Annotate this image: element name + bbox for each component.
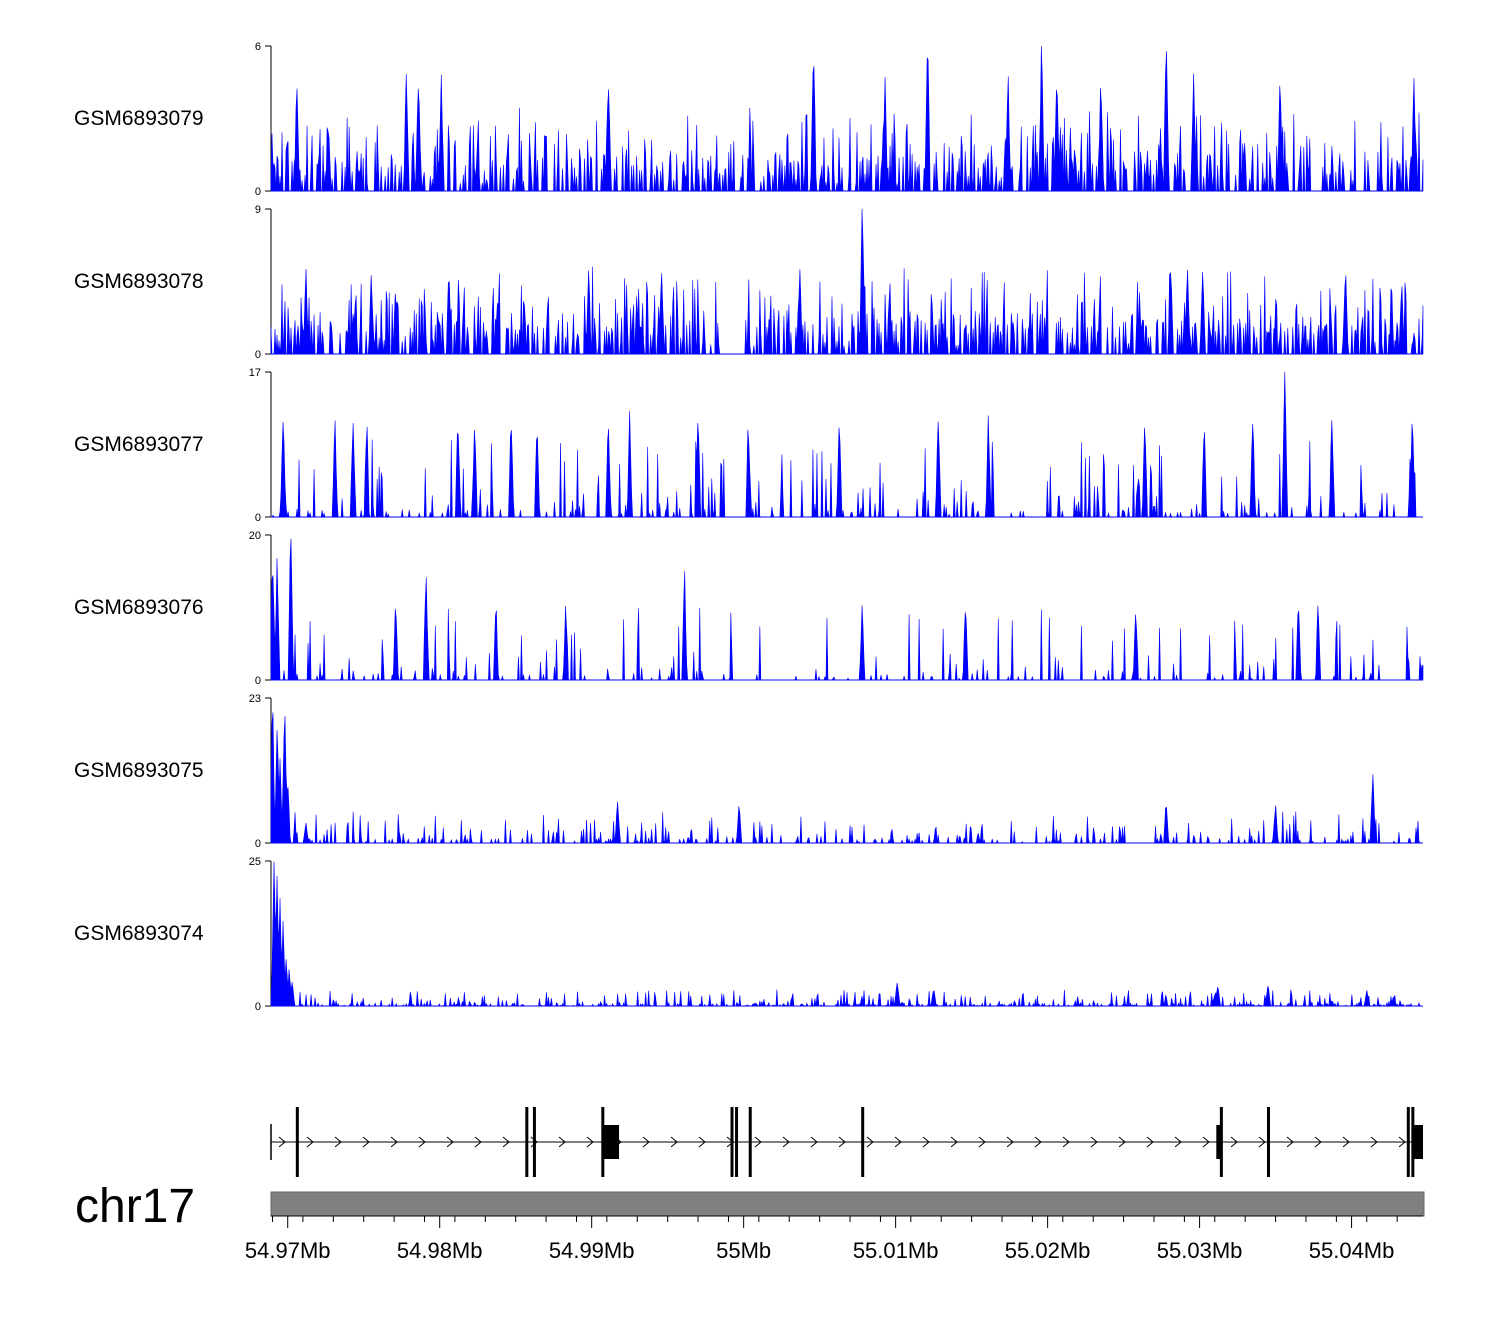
x-tick-label: 54.99Mb: [549, 1238, 635, 1263]
strand-arrow: [1286, 1136, 1294, 1148]
strand-arrow: [670, 1136, 678, 1148]
track-GSM6893077: GSM6893077 17 0: [74, 367, 1423, 524]
strand-arrow: [1090, 1136, 1098, 1148]
exon-coding: [1216, 1125, 1221, 1159]
y-axis-min-label: 0: [255, 675, 261, 687]
x-tick-label: 54.98Mb: [397, 1238, 483, 1263]
strand-arrow: [1146, 1136, 1154, 1148]
track-label: GSM6893076: [74, 596, 204, 619]
exon-boundary: [1219, 1107, 1223, 1177]
strand-arrow: [1342, 1136, 1350, 1148]
strand-arrow: [1062, 1136, 1070, 1148]
coverage-area: [270, 712, 1423, 845]
strand-arrow: [698, 1136, 706, 1148]
exon-boundary: [1411, 1107, 1415, 1177]
strand-arrow: [334, 1136, 342, 1148]
strand-arrow: [586, 1136, 594, 1148]
track-GSM6893074: GSM6893074 25 0: [74, 856, 1423, 1013]
x-tick-label: 54.97Mb: [245, 1238, 331, 1263]
exon-boundary: [532, 1107, 536, 1177]
strand-arrow: [922, 1136, 930, 1148]
x-tick-label: 55.02Mb: [1005, 1238, 1091, 1263]
y-axis-min-label: 0: [255, 186, 261, 198]
exon-boundary: [295, 1107, 299, 1177]
x-tick-label: 55.03Mb: [1157, 1238, 1243, 1263]
strand-arrow: [446, 1136, 454, 1148]
exon-boundary: [735, 1107, 739, 1177]
exon-boundary: [525, 1107, 529, 1177]
y-axis-min-label: 0: [255, 512, 261, 524]
strand-arrow: [390, 1136, 398, 1148]
coverage-area: [270, 208, 1424, 355]
strand-arrow: [306, 1136, 314, 1148]
exon-boundary: [748, 1107, 752, 1177]
strand-arrow: [810, 1136, 818, 1148]
y-axis-max-label: 17: [249, 367, 261, 379]
gene-model-track: [270, 1107, 1423, 1177]
x-axis: 54.97Mb 54.98Mb 54.99Mb 55Mb 55.01Mb 55.02Mb 5…: [245, 1215, 1423, 1263]
coverage-area: [270, 861, 1423, 1008]
track-GSM6893076: GSM6893076 20 0: [74, 530, 1424, 687]
strand-arrow: [418, 1136, 426, 1148]
coverage-area: [270, 538, 1424, 681]
track-label: GSM6893077: [74, 433, 204, 456]
track-label: GSM6893078: [74, 270, 204, 293]
exon-boundary: [1266, 1107, 1270, 1177]
y-axis-min-label: 0: [255, 349, 261, 361]
x-tick-label: 55.01Mb: [853, 1238, 939, 1263]
strand-arrow: [1202, 1136, 1210, 1148]
strand-arrow: [362, 1136, 370, 1148]
coverage-tracks: GSM689307960GSM689307890GSM6893077170GSM…: [74, 41, 1424, 1013]
strand-arrow: [950, 1136, 958, 1148]
track-GSM6893078: GSM6893078 9 0: [74, 204, 1424, 361]
coverage-area: [271, 371, 1423, 519]
strand-arrow: [1314, 1136, 1322, 1148]
strand-arrow: [782, 1136, 790, 1148]
exon-boundary: [601, 1107, 605, 1177]
exon-coding: [1413, 1125, 1423, 1159]
strand-arrow: [894, 1136, 902, 1148]
exon-boundary: [730, 1107, 734, 1177]
strand-arrow: [1174, 1136, 1182, 1148]
strand-arrow: [474, 1136, 482, 1148]
track-label: GSM6893075: [74, 759, 204, 782]
strand-arrow: [1398, 1136, 1406, 1148]
strand-arrow: [754, 1136, 762, 1148]
track-GSM6893075: GSM6893075 23 0: [74, 693, 1423, 850]
strand-arrow: [1118, 1136, 1126, 1148]
y-axis-max-label: 6: [255, 41, 261, 53]
y-axis-max-label: 23: [249, 693, 261, 705]
exon-boundary: [1406, 1107, 1410, 1177]
strand-arrow: [1230, 1136, 1238, 1148]
x-tick-label: 55Mb: [716, 1238, 771, 1263]
track-label: GSM6893079: [74, 107, 204, 130]
strand-arrow: [502, 1136, 510, 1148]
coverage-area: [270, 45, 1424, 192]
strand-arrow: [278, 1136, 286, 1148]
strand-arrow: [978, 1136, 986, 1148]
strand-arrow: [1370, 1136, 1378, 1148]
strand-arrow: [1258, 1136, 1266, 1148]
y-axis-max-label: 9: [255, 204, 261, 216]
strand-arrow: [558, 1136, 566, 1148]
strand-arrow: [1034, 1136, 1042, 1148]
strand-arrow: [1006, 1136, 1014, 1148]
chromosome-bar: [270, 1191, 1425, 1217]
y-axis-max-label: 25: [249, 856, 261, 868]
y-axis-max-label: 20: [249, 530, 261, 542]
track-label: GSM6893074: [74, 922, 204, 945]
chromosome-label: chr17: [75, 1180, 195, 1233]
strand-arrow: [838, 1136, 846, 1148]
y-axis-min-label: 0: [255, 1001, 261, 1013]
strand-arrow: [642, 1136, 650, 1148]
y-axis-min-label: 0: [255, 838, 261, 850]
exon-boundary: [861, 1107, 865, 1177]
x-tick-label: 55.04Mb: [1309, 1238, 1395, 1263]
chromosome-axis: chr17: [75, 1180, 1425, 1233]
track-GSM6893079: GSM6893079 6 0: [74, 41, 1424, 198]
strand-arrow: [866, 1136, 874, 1148]
exon-coding: [603, 1125, 620, 1159]
